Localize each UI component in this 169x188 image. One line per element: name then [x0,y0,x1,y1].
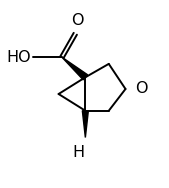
Text: O: O [72,13,84,28]
Text: HO: HO [6,50,31,65]
Polygon shape [82,111,88,137]
Text: H: H [73,145,85,160]
Text: O: O [136,81,148,96]
Polygon shape [62,57,88,80]
